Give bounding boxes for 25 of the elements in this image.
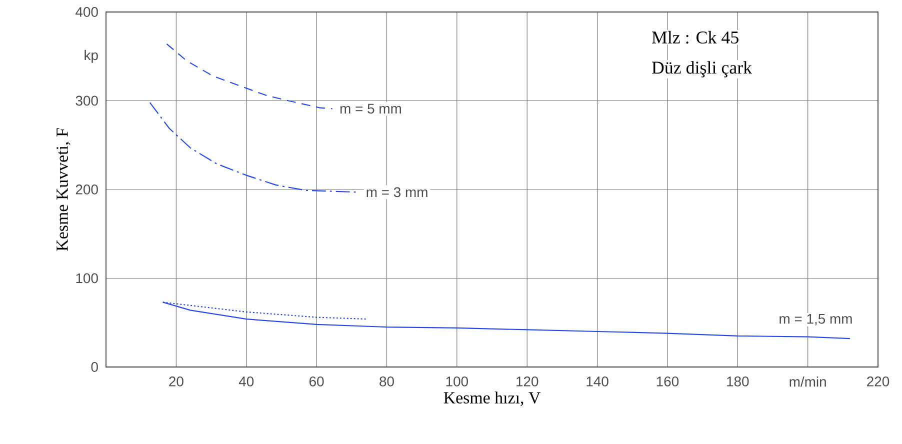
- series-label: m = 5 mm: [340, 104, 401, 114]
- x-tick-label: 60: [309, 376, 324, 386]
- x-tick-label: 100: [446, 376, 468, 386]
- y-tick-label: 100: [76, 273, 98, 284]
- x-tick-label: 20: [169, 376, 184, 386]
- y-tick-label: kp: [84, 50, 98, 63]
- x-tick-label: m/min: [790, 376, 826, 387]
- x-tick-label: 180: [727, 376, 749, 386]
- x-tick-label: 120: [516, 376, 538, 386]
- y-tick-label: 200: [76, 184, 98, 194]
- annotation: Düz dişli çark: [652, 61, 752, 78]
- line-series: [166, 43, 333, 110]
- y-tick-label: 400: [76, 7, 98, 17]
- series-label: m = 1,5 mm: [780, 314, 852, 326]
- x-tick-label: 80: [380, 376, 394, 386]
- annotation: Mlz : Ck 45: [652, 30, 738, 44]
- x-tick-label: 140: [586, 376, 608, 386]
- x-axis-title: Kesme hızı, V: [444, 392, 541, 406]
- series-label: m = 3 mm: [366, 187, 428, 198]
- x-tick-label: 40: [238, 376, 254, 386]
- x-tick-label: 220: [867, 376, 890, 386]
- y-tick-label: 0: [91, 362, 98, 372]
- y-tick-label: 300: [76, 96, 98, 106]
- y-axis-title: Kesme Kuvveti, F: [56, 128, 70, 251]
- x-tick-label: 160: [656, 376, 679, 386]
